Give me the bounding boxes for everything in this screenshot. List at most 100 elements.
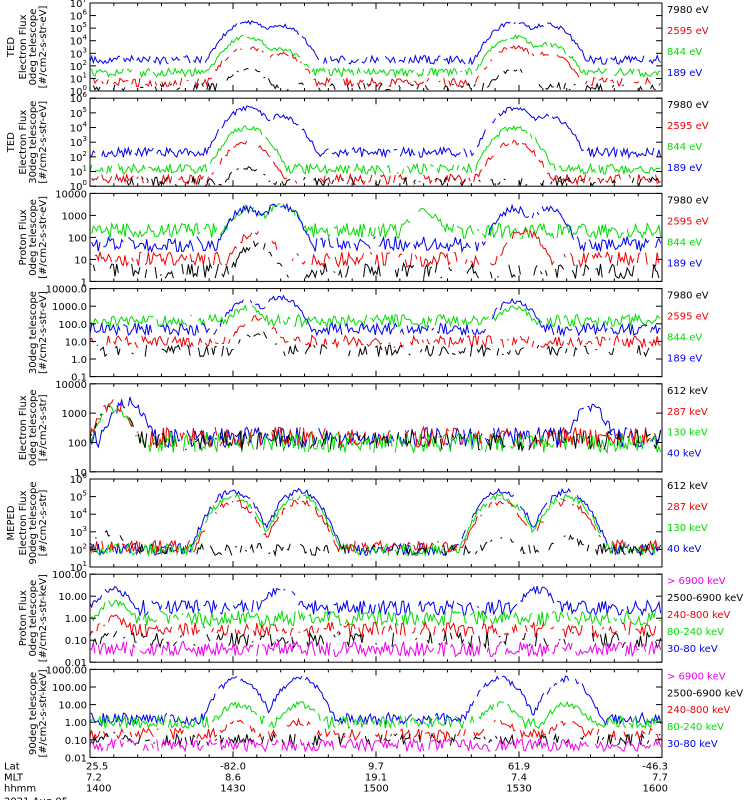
y-tick-label: 10000.0 — [46, 285, 87, 296]
series-line-magenta — [89, 640, 662, 658]
legend-entry: 7980 eV — [667, 5, 709, 16]
y-axis-label: Electron Flux — [18, 395, 29, 460]
legend-entry: 30-80 keV — [667, 644, 718, 655]
y-tick-label: 1000 — [62, 409, 87, 420]
series-line-blue — [89, 487, 662, 557]
y-axis-label: 30deg telescope — [28, 291, 39, 374]
y-axis-label: [#/cm2-s-str-eV] — [38, 101, 49, 184]
series-line-black — [89, 405, 662, 453]
series-line-blue — [89, 294, 661, 337]
series-line-green — [91, 203, 662, 240]
panel-5: 101 102 103 104 105 106 Electron Flux 90deg tel… — [6, 472, 708, 574]
series-line-black — [91, 731, 661, 748]
y-axis-label: [#/cm2-s-str-keV] — [38, 669, 49, 757]
series-line-red — [89, 498, 660, 554]
y-tick-label: 1.00 — [65, 718, 87, 729]
x-row-label: hhmm — [4, 783, 36, 794]
legend-entry: 2500-6900 keV — [667, 593, 743, 604]
y-axis-label: Electron Flux — [18, 110, 29, 175]
y-tick-label: 102 — [70, 542, 87, 556]
y-axis-label: Electron Flux — [18, 490, 29, 555]
series-line-red — [89, 717, 661, 742]
panel-frame — [89, 192, 663, 282]
legend-entry: 189 eV — [667, 163, 702, 174]
y-tick-label: 100.0 — [58, 320, 87, 331]
x-tick-lat: -82.0 — [220, 761, 246, 772]
panel-3: 0.1 1.0 10.0 100.0 1000.0 10000.0 30deg telesc… — [28, 285, 709, 384]
series-line-black — [100, 332, 659, 357]
x-row-label: Lat — [4, 761, 20, 772]
x-tick-time: 1530 — [506, 783, 531, 794]
y-tick-label: 10.0 — [65, 337, 87, 348]
y-tick-label: 100 — [68, 233, 87, 244]
instrument-label: TED — [6, 37, 17, 58]
series-line-red — [89, 399, 656, 449]
legend-entry: 40 keV — [667, 449, 701, 460]
x-tick-mlt: 7.7 — [652, 772, 668, 783]
y-tick-label: 106 — [70, 472, 88, 486]
legend-entry: 287 keV — [667, 502, 708, 513]
series-line-blue — [91, 202, 662, 254]
date-label: 2021 Aug 05 — [4, 796, 68, 800]
series-line-green — [89, 34, 661, 79]
panel-2: 1 10 100 1000 10000 Proton Flux 0deg telescope… — [18, 189, 709, 288]
instrument-label: MEPED — [6, 505, 17, 540]
series-line-blue — [89, 20, 661, 66]
y-tick-label: 106 — [70, 91, 88, 105]
panel-frame — [89, 2, 663, 92]
y-axis-label: Proton Flux — [18, 209, 29, 265]
x-tick-lat: 25.5 — [86, 761, 108, 772]
legend-entry: 40 keV — [667, 544, 701, 555]
series-line-blue — [89, 675, 662, 727]
legend-entry: > 6900 keV — [667, 576, 726, 587]
legend-entry: 612 keV — [667, 481, 708, 492]
legend-entry: 30-80 keV — [667, 739, 718, 750]
legend-entry: > 6900 keV — [667, 671, 726, 682]
legend-entry: 612 keV — [667, 386, 708, 397]
legend-entry: 2500-6900 keV — [667, 688, 743, 699]
panel-frame — [89, 383, 663, 473]
series-line-magenta — [89, 737, 662, 753]
series-line-green — [89, 304, 661, 329]
y-axis-label: 0deg telescope — [28, 199, 39, 276]
y-axis-label: [#/cm2-s-str-eV] — [38, 196, 49, 279]
y-tick-label: 104 — [70, 507, 88, 521]
legend-entry: 189 eV — [667, 258, 702, 269]
y-tick-label: 105 — [70, 490, 87, 504]
y-axis-label: [#/cm2-s-str-keV] — [38, 574, 49, 662]
series-line-black — [92, 67, 656, 92]
y-tick-label: 1.0 — [71, 355, 87, 366]
y-tick-label: 10.00 — [58, 592, 87, 603]
y-tick-label: 105 — [70, 106, 87, 120]
x-tick-time: 1500 — [363, 783, 388, 794]
y-tick-label: 100.00 — [52, 570, 87, 581]
legend-entry: 240-800 keV — [667, 610, 731, 621]
y-tick-label: 101 — [70, 560, 87, 574]
legend-entry: 2595 eV — [667, 121, 709, 132]
legend-entry: 130 keV — [667, 523, 708, 534]
series-line-red — [92, 44, 662, 88]
instrument-label: TED — [6, 132, 17, 153]
y-tick-label: 102 — [70, 150, 87, 164]
y-tick-label: 0.10 — [65, 736, 87, 747]
series-line-black — [92, 630, 662, 650]
y-tick-label: 100.00 — [52, 683, 87, 694]
legend-entry: 130 keV — [667, 428, 708, 439]
panel-6: 0.01 0.10 1.00 10.00 100.00 Proton Flux 0deg t… — [18, 570, 743, 669]
y-tick-label: 10 — [74, 468, 87, 479]
y-tick-label: 0.01 — [65, 753, 87, 764]
x-tick-time: 1430 — [220, 783, 245, 794]
legend-entry: 7980 eV — [667, 195, 709, 206]
legend-entry: 287 keV — [667, 407, 708, 418]
series-line-red — [89, 314, 661, 350]
x-tick-mlt: 8.6 — [225, 772, 241, 783]
y-tick-label: 103 — [70, 525, 87, 539]
y-tick-label: 10000 — [55, 189, 87, 200]
legend-entry: 189 eV — [667, 68, 702, 79]
y-tick-label: 100 — [70, 84, 87, 98]
y-tick-label: 1000.00 — [46, 665, 87, 676]
y-axis-label: 0deg telescope — [28, 389, 39, 466]
x-axis-labels: 25.57.21400-82.08.614309.719.1150061.97.… — [4, 761, 668, 800]
y-axis-label: [#/cm2-s-str] — [38, 489, 49, 556]
y-tick-label: 1.00 — [65, 614, 87, 625]
